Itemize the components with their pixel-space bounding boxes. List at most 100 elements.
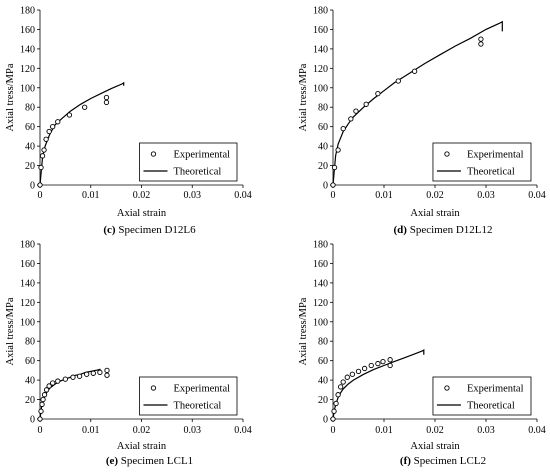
panel-caption-text: Specimen D12L12 — [407, 224, 493, 236]
x-tick-label: 0 — [38, 425, 43, 436]
x-tick-label: 0.01 — [375, 425, 393, 436]
y-tick-label: 140 — [20, 278, 35, 289]
chart-panel-2: 0 20 40 60 80 100 120 140 160 180 0 0.01 0.02 0.03 0.0… — [298, 6, 546, 237]
y-tick-label: 140 — [313, 278, 328, 289]
data-point-experimental — [340, 125, 346, 132]
data-point-experimental — [361, 365, 368, 372]
y-tick-label: 160 — [20, 259, 35, 270]
data-point-experimental — [43, 136, 49, 142]
data-point-experimental — [39, 401, 45, 408]
y-tick-label: 120 — [313, 298, 328, 309]
y-tick-label: 140 — [313, 44, 328, 55]
y-tick-label: 100 — [313, 83, 328, 94]
data-point-experimental — [395, 78, 401, 84]
panel-caption-letter: (c) — [103, 224, 116, 236]
legend-marker-experimental — [444, 385, 450, 391]
data-point-experimental — [363, 101, 369, 107]
data-point-experimental — [62, 376, 69, 382]
panel-caption-text: Specimen LCL2 — [411, 455, 486, 467]
x-tick-label: 0.04 — [528, 190, 546, 201]
y-tick-label: 180 — [313, 6, 328, 17]
panel-caption-letter: (f) — [400, 455, 411, 467]
y-tick-label: 180 — [20, 6, 35, 17]
x-axis-label: Axial strain — [117, 208, 167, 219]
y-tick-label: 60 — [318, 356, 328, 367]
data-point-experimental — [39, 153, 46, 159]
data-point-experimental — [43, 387, 50, 393]
y-axis-label: Axial tress/MPa — [298, 297, 309, 365]
x-tick-label: 0 — [331, 190, 336, 201]
y-tick-label: 60 — [25, 122, 35, 133]
data-point-experimental — [84, 371, 90, 377]
data-point-experimental — [55, 119, 61, 125]
x-tick-label: 0 — [331, 425, 336, 436]
data-point-experimental — [90, 370, 96, 376]
x-tick-label: 0.03 — [477, 425, 495, 436]
x-axis-label: Axial strain — [410, 208, 460, 219]
y-tick-label: 120 — [20, 64, 35, 75]
series-line-theoretical — [332, 20, 503, 186]
y-tick-label: 40 — [25, 376, 35, 387]
data-point-experimental — [330, 416, 336, 422]
x-axis-label: Axial strain — [117, 441, 167, 452]
data-point-experimental — [46, 383, 52, 389]
data-point-experimental — [66, 112, 73, 118]
y-tick-label: 100 — [20, 83, 35, 94]
data-point-experimental — [97, 369, 103, 375]
legend-marker-experimental — [150, 385, 157, 391]
data-point-experimental — [37, 182, 43, 188]
data-point-experimental — [411, 68, 418, 74]
chart-panel-4: 0 20 40 60 80 100 120 140 160 180 0 0.01 0.02 0.03 0.0… — [298, 240, 546, 468]
y-tick-label: 100 — [313, 317, 328, 328]
y-tick-label: 80 — [25, 103, 35, 114]
data-point-experimental — [46, 128, 52, 135]
legend-label-theoretical: Theoretical — [467, 401, 515, 412]
legend-label-experimental: Experimental — [467, 384, 524, 395]
y-tick-label: 140 — [20, 44, 35, 55]
series-line-theoretical — [332, 348, 425, 420]
data-point-experimental — [349, 371, 356, 377]
panel-caption-letter: (e) — [106, 455, 119, 467]
data-point-experimental — [335, 147, 341, 153]
data-point-experimental — [50, 124, 56, 130]
y-tick-label: 60 — [318, 122, 328, 133]
data-point-experimental — [104, 367, 110, 374]
data-point-experimental — [41, 147, 47, 153]
data-point-experimental — [337, 384, 344, 390]
x-tick-label: 0.04 — [234, 425, 252, 436]
y-tick-label: 20 — [318, 161, 328, 172]
y-tick-label: 180 — [20, 240, 35, 251]
x-tick-label: 0.04 — [234, 190, 252, 201]
x-tick-label: 0.04 — [528, 425, 546, 436]
legend-box — [432, 142, 532, 182]
data-point-experimental — [76, 373, 83, 379]
y-tick-label: 40 — [318, 142, 328, 153]
data-point-experimental — [344, 374, 350, 380]
chart-panel-1: 0 20 40 60 80 100 120 140 160 180 0 0.01 0.02 0.03 0.0… — [5, 6, 252, 237]
y-tick-label: 20 — [25, 161, 35, 172]
chart-panel-3: 0 20 40 60 80 100 120 140 160 180 0 0.01 0.02 0.03 0.0… — [5, 240, 252, 468]
x-tick-label: 0.01 — [82, 190, 100, 201]
x-axis-label: Axial strain — [410, 441, 460, 452]
panel-caption-text: Specimen LCL1 — [118, 455, 193, 467]
data-point-experimental — [103, 94, 110, 101]
y-tick-label: 0 — [323, 181, 328, 192]
data-point-experimental — [353, 108, 359, 114]
panel-caption: (d) Specimen D12L12 — [394, 224, 493, 236]
data-point-experimental — [340, 379, 346, 385]
y-tick-label: 160 — [20, 25, 35, 36]
data-point-experimental — [355, 368, 362, 375]
data-point-experimental — [41, 392, 48, 398]
x-tick-label: 0.01 — [82, 425, 100, 436]
data-point-experimental — [330, 182, 336, 188]
data-point-experimental — [40, 396, 46, 403]
y-tick-label: 80 — [25, 337, 35, 348]
y-tick-label: 120 — [313, 64, 328, 75]
y-axis-label: Axial tress/MPa — [298, 63, 309, 131]
data-point-experimental — [375, 360, 381, 367]
data-point-experimental — [37, 416, 43, 422]
x-tick-label: 0.03 — [184, 425, 202, 436]
y-tick-label: 120 — [20, 298, 35, 309]
data-point-experimental — [331, 408, 337, 414]
